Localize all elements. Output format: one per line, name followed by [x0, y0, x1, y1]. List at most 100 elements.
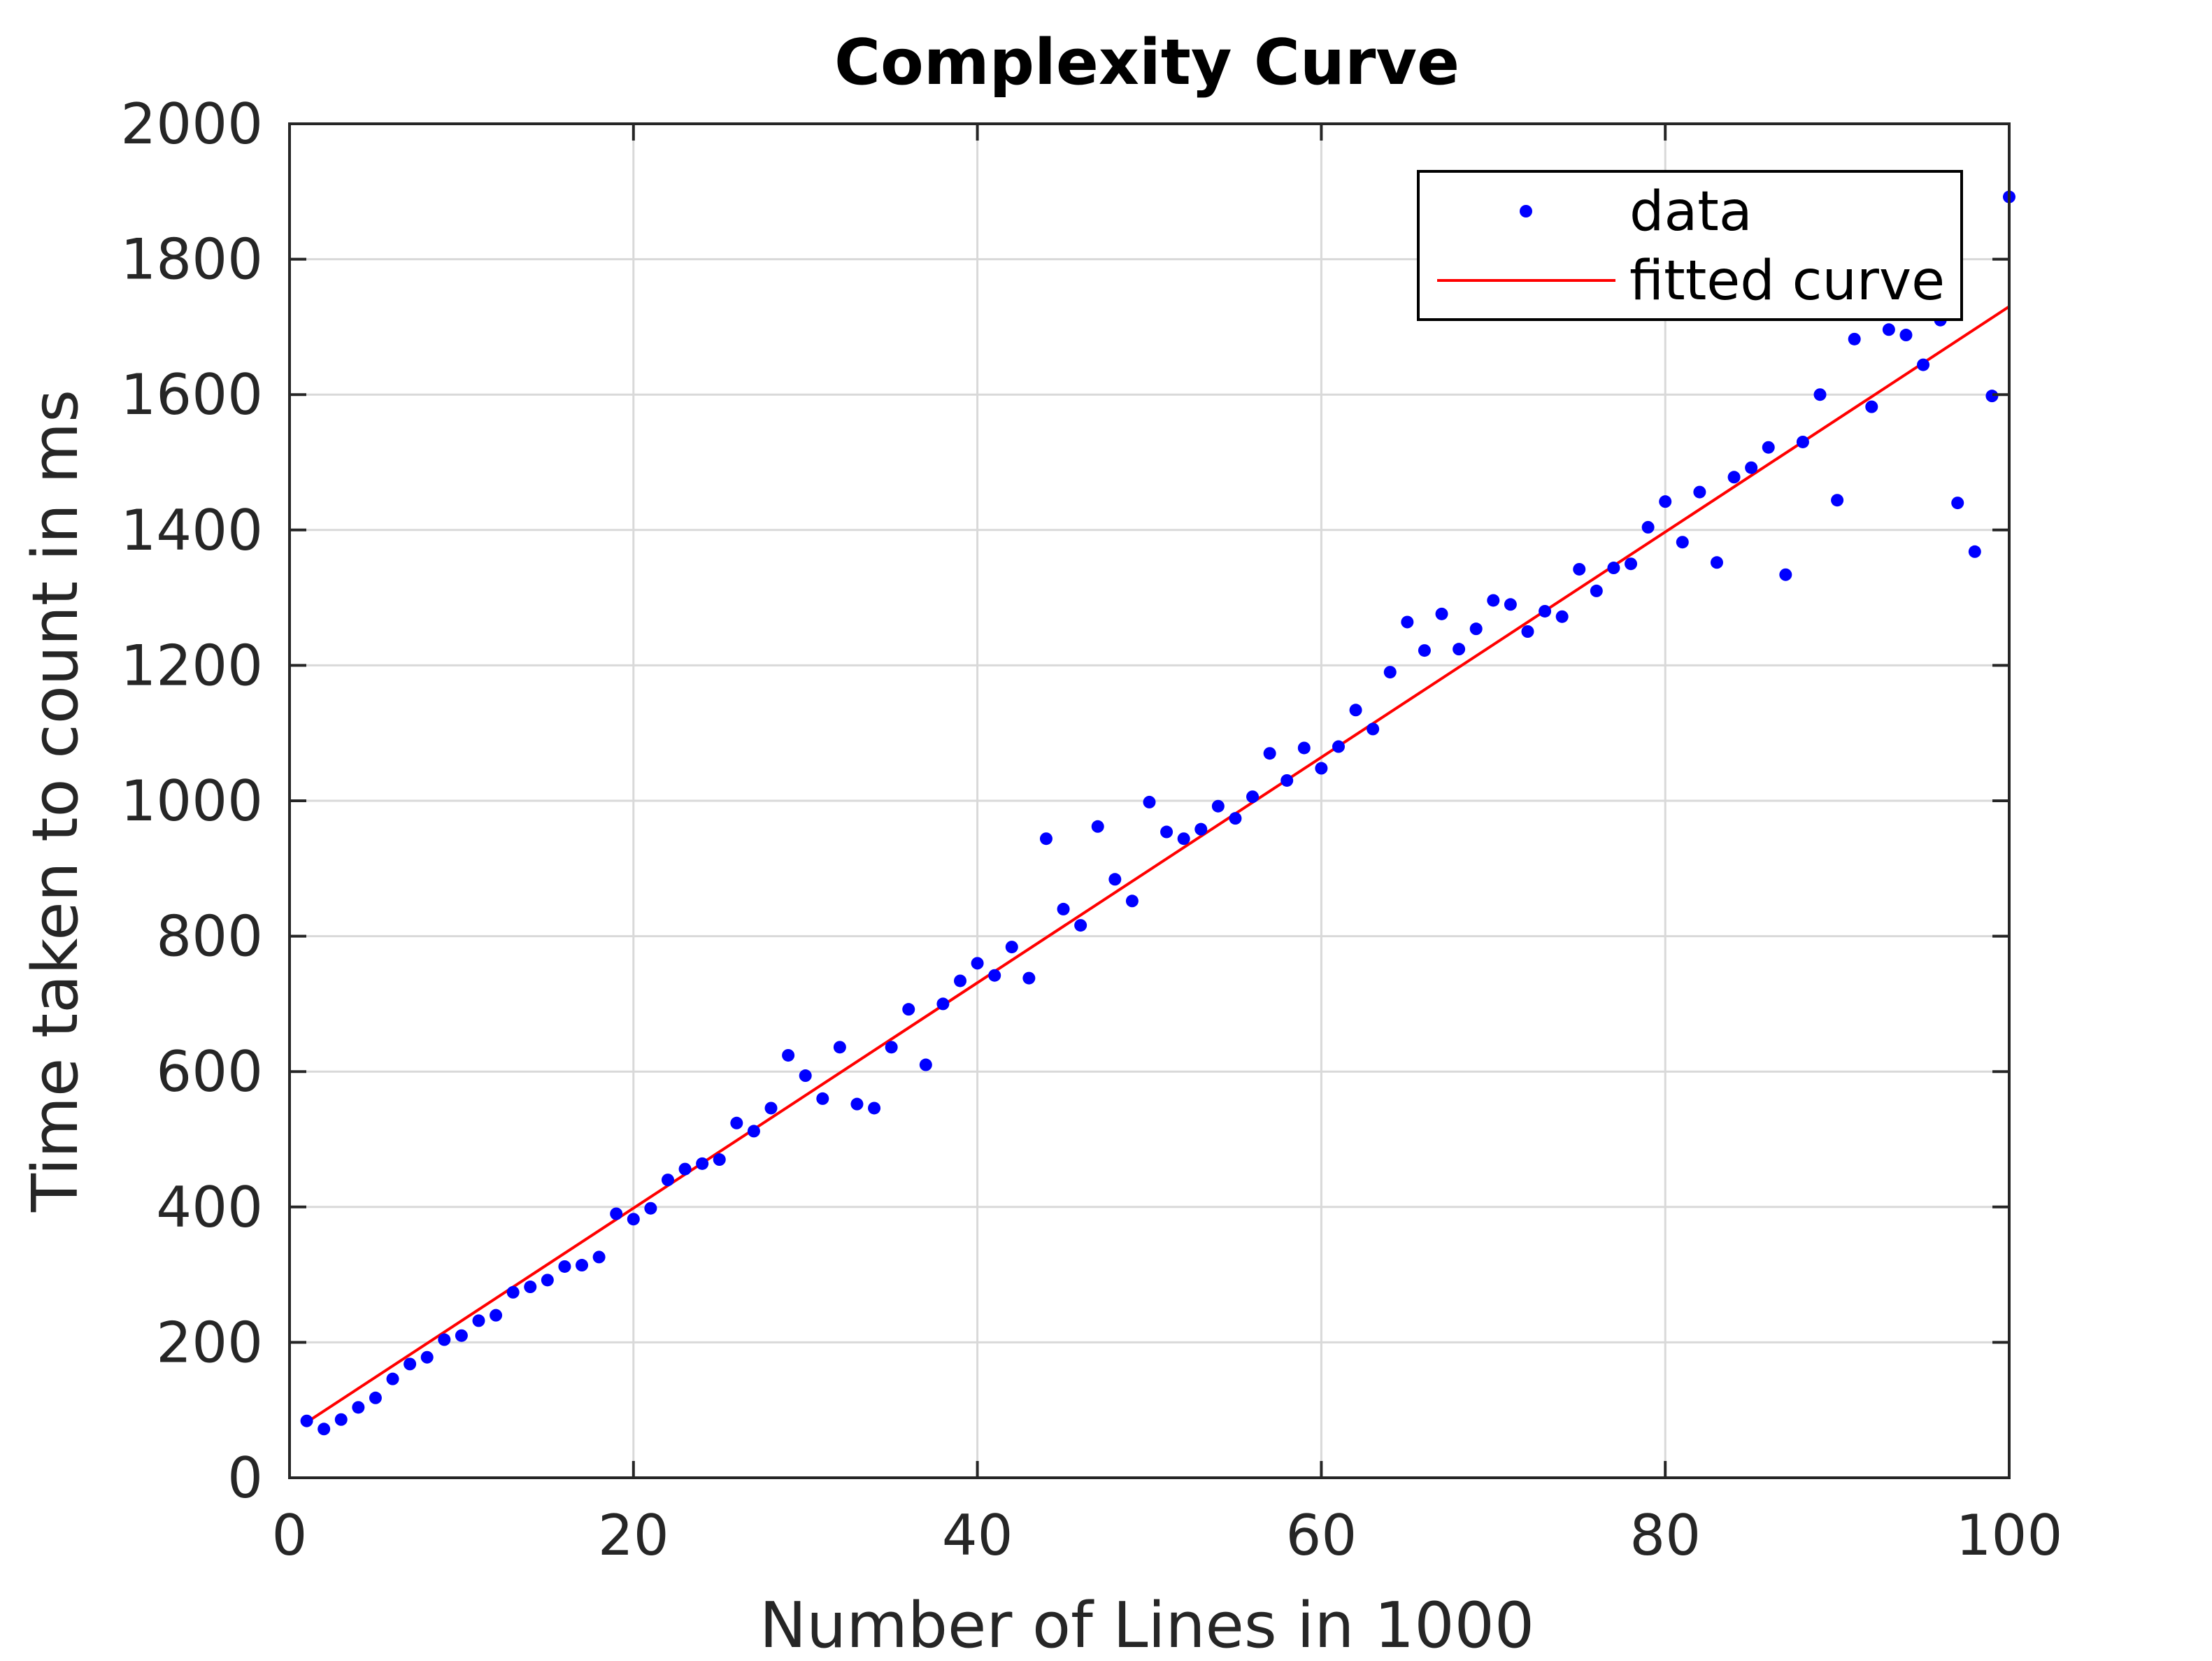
data-point: [1882, 323, 1895, 336]
data-point: [386, 1372, 399, 1385]
data-point: [1297, 741, 1311, 755]
x-axis-label: Number of Lines in 1000: [759, 1589, 1534, 1661]
data-point: [1022, 971, 1036, 985]
data-point: [1813, 388, 1827, 401]
x-tick-label: 60: [1286, 1503, 1357, 1568]
data-point: [1194, 822, 1208, 836]
x-tick-label: 20: [598, 1503, 669, 1568]
data-point: [1985, 390, 1999, 403]
data-point: [541, 1274, 554, 1287]
data-point: [506, 1285, 520, 1299]
data-point: [1590, 584, 1603, 597]
x-tick-label: 40: [942, 1503, 1013, 1568]
data-point: [610, 1207, 623, 1220]
x-tick-label: 100: [1956, 1503, 2063, 1568]
data-point: [1108, 873, 1122, 886]
data-point: [1367, 722, 1380, 736]
y-tick-label: 400: [156, 1175, 263, 1240]
data-point: [1177, 832, 1190, 846]
data-point: [971, 957, 984, 970]
y-axis-label: Time taken to count in ms: [19, 390, 92, 1213]
data-point: [524, 1281, 537, 1294]
data-point: [558, 1260, 571, 1273]
data-point: [1796, 435, 1809, 448]
data-point: [1418, 644, 1431, 657]
data-point: [420, 1350, 434, 1364]
data-point: [902, 1003, 915, 1016]
data-point: [1831, 494, 1844, 507]
data-point: [472, 1314, 485, 1327]
data-point: [747, 1125, 760, 1138]
legend-data-marker: [1520, 205, 1532, 218]
data-point: [1487, 594, 1500, 607]
data-point: [954, 974, 967, 988]
data-point: [1057, 902, 1070, 915]
data-point: [833, 1041, 846, 1054]
data-point: [1710, 556, 1723, 569]
data-point: [885, 1041, 898, 1054]
data-point: [352, 1401, 365, 1414]
y-tick-label: 1400: [120, 498, 263, 563]
data-point: [1211, 799, 1225, 813]
data-point: [1332, 740, 1345, 753]
data-point: [1160, 825, 1173, 839]
data-point: [1555, 610, 1569, 623]
y-tick-label: 200: [156, 1310, 263, 1375]
data-point: [1005, 941, 1018, 954]
data-point: [1659, 495, 1672, 508]
y-tick-label: 1600: [120, 362, 263, 427]
data-point: [1521, 625, 1534, 638]
data-point: [1280, 774, 1294, 787]
data-point: [1745, 461, 1758, 474]
y-tick-label: 600: [156, 1039, 263, 1104]
fitted-curve-line: [306, 305, 2011, 1424]
data-point: [644, 1202, 657, 1215]
legend-label-fitted-curve: fitted curve: [1629, 250, 1945, 313]
data-point: [713, 1153, 726, 1167]
data-point: [1676, 536, 1689, 549]
y-tick-label: 1800: [120, 227, 263, 292]
data-point: [678, 1162, 692, 1176]
data-point: [369, 1391, 382, 1404]
chart-title: Complexity Curve: [834, 26, 1460, 99]
data-point: [1865, 400, 1878, 413]
legend-label-data: data: [1629, 180, 1753, 243]
data-point: [334, 1413, 348, 1426]
data-point: [1641, 520, 1655, 534]
data-point: [1607, 562, 1620, 575]
data-point: [1573, 562, 1586, 576]
data-point: [1435, 607, 1448, 620]
legend-box: [1417, 170, 1963, 321]
data-point: [764, 1102, 778, 1115]
data-point: [1263, 747, 1276, 760]
data-point: [1246, 790, 1260, 804]
data-point: [1469, 622, 1483, 636]
data-point: [1951, 497, 1964, 510]
data-point: [1315, 762, 1328, 775]
data-point: [919, 1058, 932, 1071]
data-point: [1779, 568, 1792, 581]
legend: data fitted curve: [1417, 170, 1963, 321]
data-point: [1229, 812, 1242, 825]
data-point: [1968, 545, 1981, 558]
data-point: [1453, 643, 1466, 656]
data-point: [936, 997, 950, 1011]
data-point: [1125, 894, 1139, 908]
data-point: [455, 1329, 468, 1342]
data-point: [1091, 820, 1104, 833]
x-tick-label: 0: [272, 1503, 308, 1568]
data-point: [1349, 704, 1362, 717]
data-point: [1899, 329, 1913, 342]
plot-series: [300, 190, 2015, 1436]
data-point: [404, 1357, 417, 1371]
data-point: [782, 1048, 795, 1062]
data-point: [1693, 485, 1706, 499]
data-point: [816, 1092, 829, 1105]
data-point: [592, 1250, 606, 1264]
data-point: [1762, 441, 1775, 454]
axis-ticks: 0 20 40 60 80 1000200400600800100012001400160…: [120, 92, 2062, 1568]
data-point: [1143, 795, 1156, 808]
data-point: [850, 1097, 864, 1111]
